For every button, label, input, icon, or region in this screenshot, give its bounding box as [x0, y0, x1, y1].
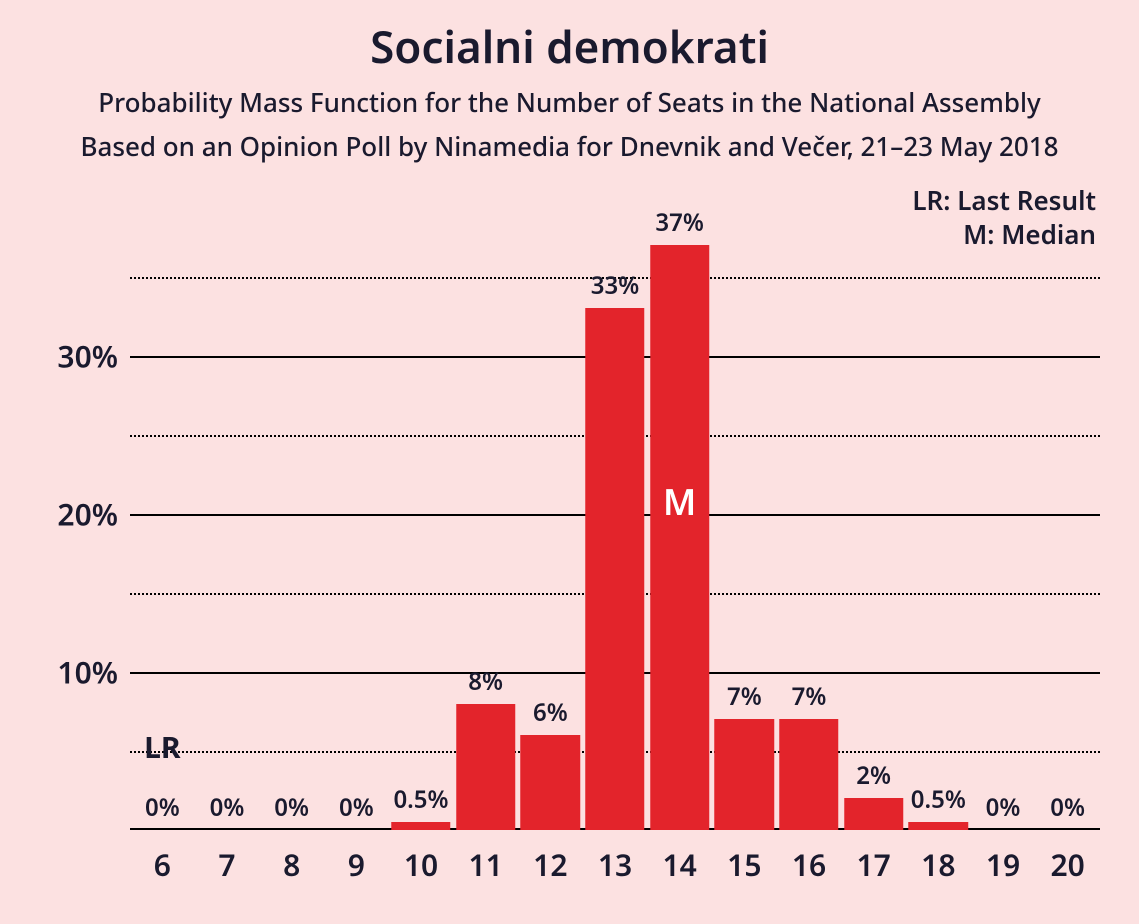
bar-slot: 0%8	[259, 210, 324, 830]
bar-slot: 0%20	[1035, 210, 1100, 830]
bar-slot: 0%6LR	[130, 210, 195, 830]
bar-slot: 0%7	[195, 210, 260, 830]
bar-slot: 0.5%10	[389, 210, 454, 830]
copyright-text: © 2018 Filip van Laenen	[1135, 0, 1139, 6]
bar	[391, 822, 450, 830]
bar	[779, 719, 838, 830]
legend-median: M: Median	[963, 216, 1096, 252]
bar-value-label: 37%	[655, 206, 703, 239]
chart-canvas: © 2018 Filip van Laenen Socialni demokra…	[0, 0, 1139, 924]
y-axis-tick-label: 20%	[57, 493, 118, 534]
bar-slot: 6%12	[518, 210, 583, 830]
bar	[521, 735, 580, 830]
x-axis-tick-label: 18	[921, 844, 955, 885]
bar-value-label: 0.5%	[393, 783, 448, 816]
bar	[650, 245, 709, 830]
bar-value-label: 0%	[986, 791, 1021, 824]
x-axis-tick-label: 14	[662, 844, 696, 885]
bar-value-label: 0%	[210, 791, 245, 824]
x-axis-tick-label: 16	[792, 844, 826, 885]
bar-value-label: 0%	[339, 791, 374, 824]
bar-value-label: 33%	[591, 269, 639, 302]
bar-value-label: 7%	[727, 680, 762, 713]
chart-subtitle-1: Probability Mass Function for the Number…	[0, 84, 1139, 120]
bar-value-label: 7%	[792, 680, 827, 713]
bar-slot: 33%13	[583, 210, 648, 830]
bars-layer: 0%6LR0%70%80%90.5%108%116%1233%1337%14M7…	[130, 210, 1100, 830]
chart-title: Socialni demokrati	[0, 16, 1139, 76]
x-axis-tick-label: 12	[533, 844, 567, 885]
chart-titles: Socialni demokrati Probability Mass Func…	[0, 16, 1139, 164]
bar-slot: 2%17	[841, 210, 906, 830]
x-axis-tick-label: 15	[727, 844, 761, 885]
x-axis-tick-label: 11	[468, 844, 502, 885]
bar	[844, 798, 903, 830]
bar-value-label: 0%	[274, 791, 309, 824]
bar-slot: 0.5%18	[906, 210, 971, 830]
bar-value-label: 2%	[856, 759, 891, 792]
legend-last-result: LR: Last Result	[912, 182, 1096, 218]
x-axis-tick-label: 19	[986, 844, 1020, 885]
bar	[456, 704, 515, 830]
bar-value-label: 6%	[533, 696, 568, 729]
x-axis-tick-label: 17	[856, 844, 890, 885]
bar	[909, 822, 968, 830]
bar-value-label: 8%	[468, 665, 503, 698]
last-result-marker: LR	[144, 726, 180, 767]
x-axis-tick-label: 8	[283, 844, 300, 885]
bar-slot: 7%16	[777, 210, 842, 830]
chart-subtitle-2: Based on an Opinion Poll by Ninamedia fo…	[0, 128, 1139, 164]
bar-slot: 0%19	[971, 210, 1036, 830]
bar-value-label: 0%	[1050, 791, 1085, 824]
y-axis-tick-label: 10%	[57, 651, 118, 692]
bar-value-label: 0.5%	[911, 783, 966, 816]
x-axis-tick-label: 7	[218, 844, 235, 885]
median-marker: M	[663, 477, 696, 526]
y-axis-tick-label: 30%	[57, 335, 118, 376]
bar	[715, 719, 774, 830]
x-axis-tick-label: 20	[1050, 844, 1084, 885]
x-axis-tick-label: 6	[154, 844, 171, 885]
x-axis-tick-label: 9	[348, 844, 365, 885]
bar-slot: 37%14M	[647, 210, 712, 830]
bar-value-label: 0%	[145, 791, 180, 824]
chart-plot-area: 10%20%30%0%6LR0%70%80%90.5%108%116%1233%…	[130, 210, 1100, 830]
x-axis-tick-label: 10	[404, 844, 438, 885]
bar-slot: 8%11	[453, 210, 518, 830]
bar-slot: 0%9	[324, 210, 389, 830]
bar	[585, 308, 644, 830]
bar-slot: 7%15	[712, 210, 777, 830]
x-axis-tick-label: 13	[598, 844, 632, 885]
